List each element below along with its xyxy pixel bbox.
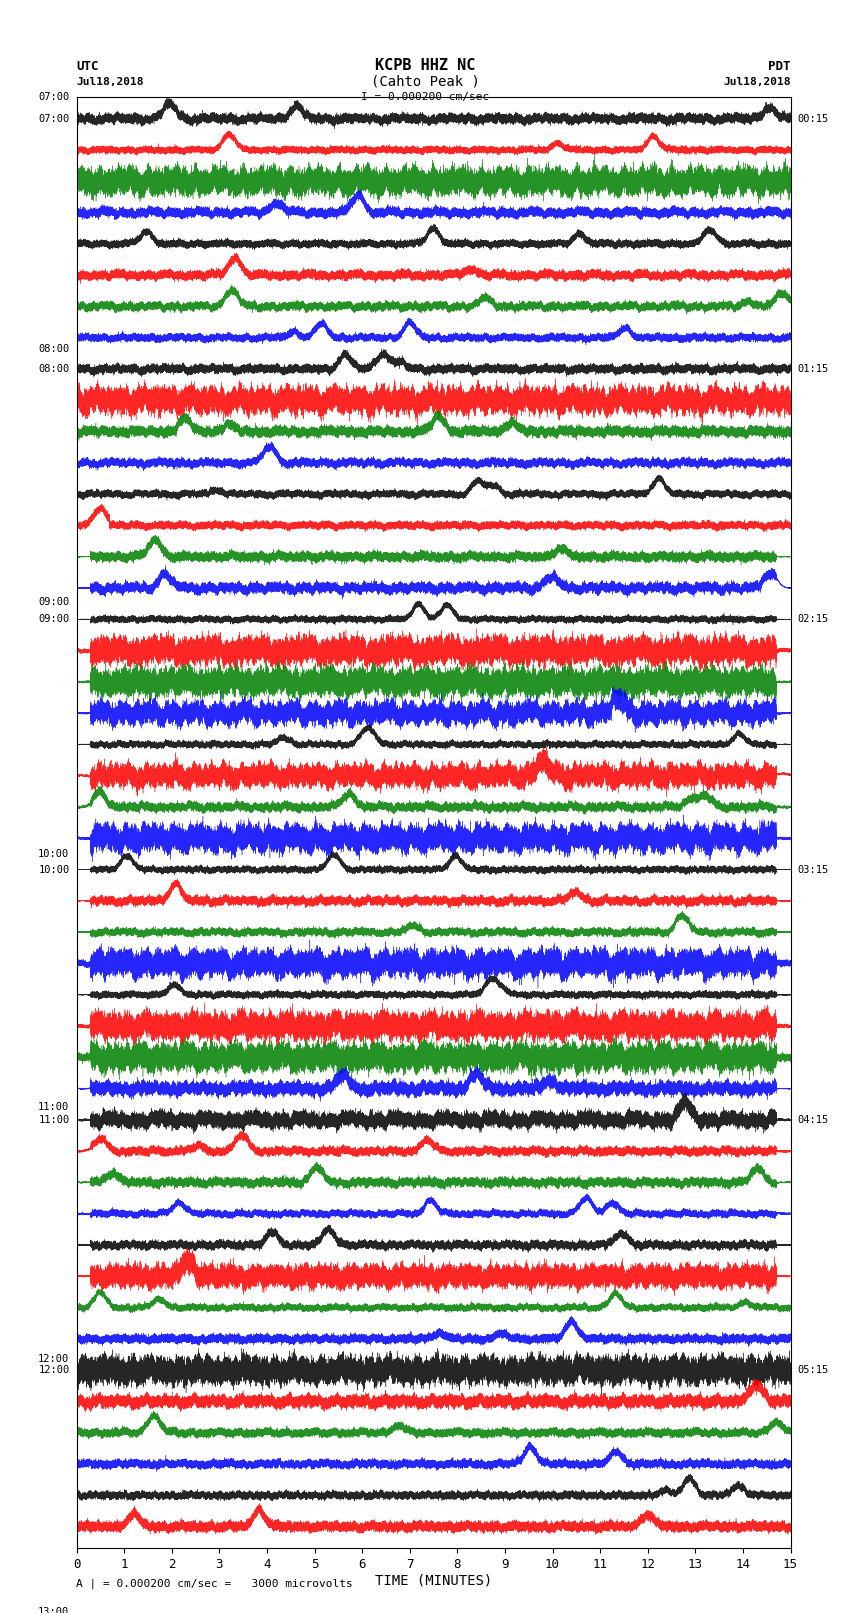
Text: 12:00: 12:00 [38, 1365, 70, 1376]
Text: 09:00: 09:00 [38, 597, 70, 606]
Text: 04:15: 04:15 [797, 1115, 829, 1124]
Text: 10:00: 10:00 [38, 848, 70, 860]
Text: 13:00: 13:00 [38, 1607, 70, 1613]
Text: Jul18,2018: Jul18,2018 [723, 77, 791, 87]
Text: 08:00: 08:00 [38, 365, 70, 374]
Text: UTC: UTC [76, 60, 99, 73]
Text: A | = 0.000200 cm/sec =   3000 microvolts: A | = 0.000200 cm/sec = 3000 microvolts [76, 1578, 354, 1589]
Text: 00:15: 00:15 [797, 113, 829, 124]
Text: 11:00: 11:00 [38, 1102, 70, 1111]
Text: PDT: PDT [768, 60, 790, 73]
Text: 11:00: 11:00 [38, 1115, 70, 1124]
Text: Jul18,2018: Jul18,2018 [76, 77, 144, 87]
Text: 03:15: 03:15 [797, 865, 829, 874]
Text: I = 0.000200 cm/sec: I = 0.000200 cm/sec [361, 92, 489, 102]
Text: 10:00: 10:00 [38, 865, 70, 874]
Text: KCPB HHZ NC: KCPB HHZ NC [375, 58, 475, 73]
Text: 07:00: 07:00 [38, 92, 70, 102]
Text: 05:15: 05:15 [797, 1365, 829, 1376]
Text: 08:00: 08:00 [38, 344, 70, 355]
Text: 12:00: 12:00 [38, 1355, 70, 1365]
Text: 09:00: 09:00 [38, 615, 70, 624]
Text: 01:15: 01:15 [797, 365, 829, 374]
X-axis label: TIME (MINUTES): TIME (MINUTES) [375, 1574, 492, 1587]
Text: (Cahto Peak ): (Cahto Peak ) [371, 74, 479, 89]
Text: 07:00: 07:00 [38, 113, 70, 124]
Text: 02:15: 02:15 [797, 615, 829, 624]
